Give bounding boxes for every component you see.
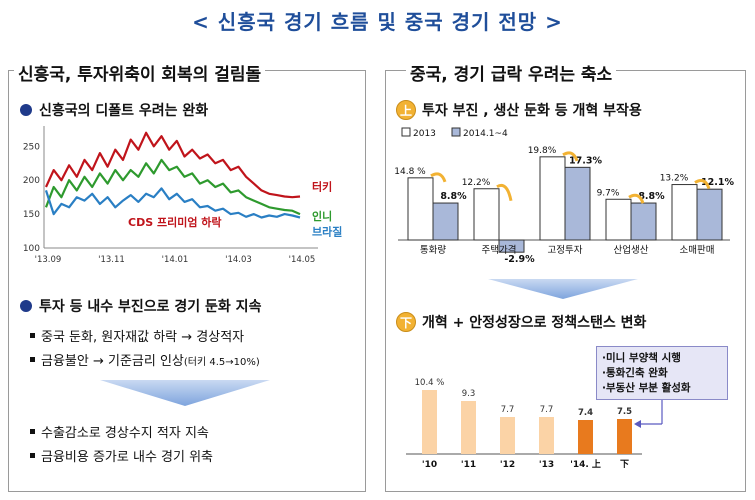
series-line-2 bbox=[44, 187, 301, 219]
bar bbox=[605, 198, 632, 241]
bar bbox=[617, 419, 632, 454]
bar bbox=[696, 188, 723, 241]
down-arrow-icon bbox=[488, 279, 638, 299]
series-line-0 bbox=[44, 131, 301, 199]
legend-swatch-2014 bbox=[451, 127, 461, 137]
series-line-1 bbox=[44, 158, 301, 216]
data-label: 8.8% bbox=[440, 191, 467, 202]
square-bullet-icon bbox=[30, 429, 35, 434]
category-label: 소매판매 bbox=[680, 245, 715, 256]
data-label: 8.8% bbox=[638, 191, 665, 202]
bar bbox=[407, 177, 434, 241]
trend-arrow-icon bbox=[562, 151, 579, 162]
x-tick-label: '14.03 bbox=[225, 255, 252, 265]
data-label: 10.4 % bbox=[415, 378, 445, 388]
trend-arrow-icon bbox=[430, 172, 447, 183]
series-label: 브라질 bbox=[312, 225, 342, 239]
bullet-dot-icon bbox=[20, 104, 32, 116]
data-label: 12.1% bbox=[701, 177, 734, 188]
policy-item: ·부동산 부분 활성화 bbox=[602, 382, 691, 394]
cds-premium-chart: 100 150 200 250 '13.09 '13.11 '14.01 '14.03 '14.… bbox=[23, 126, 342, 265]
x-tick-label: '14.05 bbox=[289, 255, 316, 265]
bar bbox=[498, 239, 525, 253]
series-label: 인니 bbox=[312, 209, 332, 223]
data-label: 9.3 bbox=[462, 389, 476, 399]
series-label: 터키 bbox=[312, 179, 332, 193]
chart-annotation: CDS 프리미엄 하락 bbox=[128, 215, 222, 229]
emerging-markets-panel bbox=[8, 70, 366, 492]
y-tick-label: 200 bbox=[23, 176, 40, 186]
china-indicators-chart: 2013 2014.1~4 14.8 % 8.8% 통화량 12.2% -2.9%주택가격 1… bbox=[394, 127, 734, 262]
bar bbox=[539, 156, 566, 241]
bar bbox=[473, 188, 500, 241]
x-tick-label: '13.09 bbox=[35, 255, 62, 265]
emerging-markets-heading: 신흥국, 투자위축이 회복의 걸림돌 bbox=[14, 60, 266, 85]
bar bbox=[539, 417, 554, 454]
trend-arrow-icon bbox=[496, 183, 513, 202]
upper-half-icon: 上 bbox=[396, 100, 416, 120]
data-label: 9.7% bbox=[597, 188, 620, 198]
down-arrow-icon bbox=[100, 380, 270, 406]
data-label: 7.7 bbox=[540, 405, 554, 415]
list-item: 중국 둔화, 원자재값 하락 → 경상적자 bbox=[30, 326, 244, 345]
x-tick-label: '13.11 bbox=[98, 255, 125, 265]
category-label: 산업생산 bbox=[614, 244, 649, 256]
bar bbox=[578, 420, 593, 454]
category-label: '11 bbox=[461, 460, 476, 470]
bar bbox=[422, 390, 437, 454]
bar bbox=[564, 166, 591, 241]
legend-label: 2014.1~4 bbox=[463, 129, 508, 139]
category-label: '10 bbox=[422, 460, 437, 470]
policy-item: ·미니 부양책 시행 bbox=[602, 352, 681, 364]
data-label: 7.7 bbox=[501, 405, 515, 415]
legend-label: 2013 bbox=[413, 129, 436, 139]
page-title: < 신흥국 경기 흐름 및 중국 경기 전망 > bbox=[192, 10, 563, 34]
square-bullet-icon bbox=[30, 357, 35, 362]
pointer-arrow-icon bbox=[634, 400, 663, 428]
data-label: 17.3% bbox=[569, 155, 602, 166]
data-label: 13.2% bbox=[660, 174, 689, 184]
china-heading: 중국, 경기 급락 우려는 축소 bbox=[406, 60, 617, 85]
china-side-effects-subtitle: 上 투자 부진 , 생산 둔화 등 개혁 부작용 bbox=[396, 100, 642, 120]
bar bbox=[500, 417, 515, 454]
square-bullet-icon bbox=[30, 453, 35, 458]
square-bullet-icon bbox=[30, 333, 35, 338]
bar bbox=[630, 202, 657, 241]
lower-half-icon: 下 bbox=[396, 312, 416, 332]
policy-measures-box: ·미니 부양책 시행 ·통화긴축 완화 ·부동산 부분 활성화 bbox=[596, 346, 728, 400]
trend-arrow-icon bbox=[694, 179, 711, 190]
data-label: 7.5 bbox=[617, 407, 632, 417]
y-tick-label: 250 bbox=[23, 142, 40, 152]
emerging-default-subtitle: 신흥국의 디폴트 우려는 완화 bbox=[20, 100, 208, 120]
bar bbox=[461, 401, 476, 454]
data-label: 7.4 bbox=[578, 408, 593, 418]
category-label: 주택가격 bbox=[482, 244, 517, 256]
bullet-dot-icon bbox=[20, 300, 32, 312]
bar bbox=[432, 202, 459, 241]
y-tick-label: 150 bbox=[23, 210, 40, 220]
list-item: 금융불안 → 기준금리 인상(터키 4.5→10%) bbox=[30, 350, 260, 369]
y-tick-label: 100 bbox=[23, 244, 40, 254]
category-label: '13 bbox=[539, 460, 554, 470]
china-gdp-chart: 10.4 % '10 9.3 '11 7.7 '12 7.7 '13 7.4 '14. 上 7.5 下 bbox=[406, 378, 642, 470]
trend-arrow-icon bbox=[628, 193, 645, 204]
x-tick-label: '14.01 bbox=[162, 255, 189, 265]
list-item: 수출감소로 경상수지 적자 지속 bbox=[30, 422, 209, 441]
category-label: 下 bbox=[620, 459, 629, 470]
list-item: 금융비용 증가로 내수 경기 위축 bbox=[30, 446, 213, 465]
data-label: 12.2% bbox=[462, 178, 491, 188]
domestic-slowdown-subtitle: 투자 등 내수 부진으로 경기 둔화 지속 bbox=[20, 296, 261, 316]
data-label: 19.8% bbox=[528, 146, 557, 156]
category-label: 고정투자 bbox=[548, 245, 583, 256]
legend-swatch-2013 bbox=[401, 127, 411, 137]
china-policy-subtitle: 下 개혁 + 안정성장으로 정책스탠스 변화 bbox=[396, 312, 646, 332]
category-label: '14. 上 bbox=[570, 458, 601, 470]
category-label: 통화량 bbox=[420, 244, 446, 256]
data-label: -2.9% bbox=[504, 254, 535, 262]
bar bbox=[671, 184, 698, 241]
category-label: '12 bbox=[500, 460, 515, 470]
policy-item: ·통화긴축 완화 bbox=[602, 367, 668, 379]
data-label: 14.8 % bbox=[394, 167, 426, 177]
